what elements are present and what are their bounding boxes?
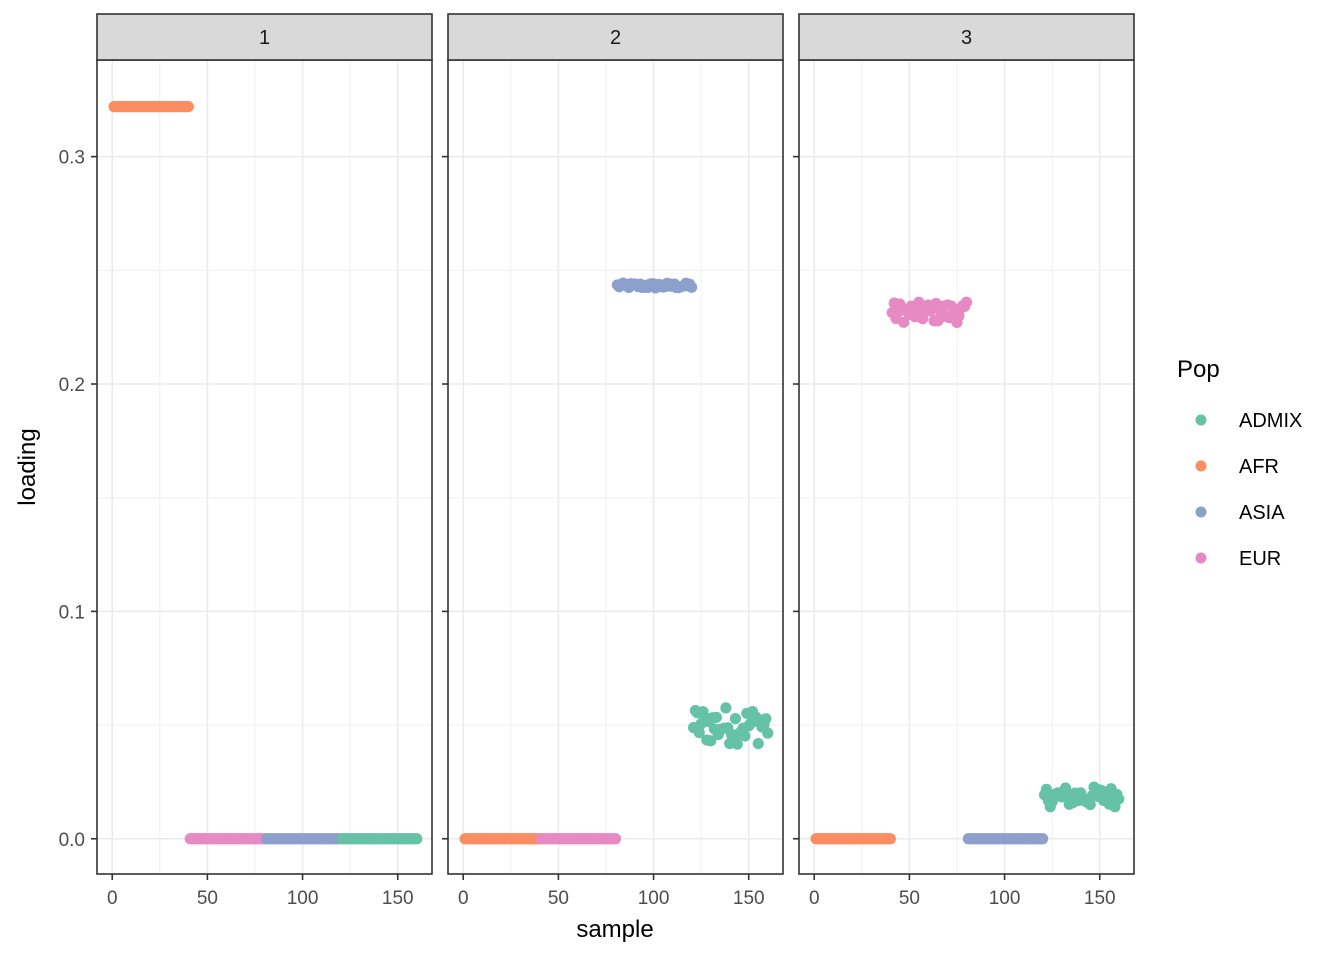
strip-background xyxy=(447,13,784,61)
facet-panel-3: 3 0 50 100 150 xyxy=(793,13,1135,909)
point-admix-130 xyxy=(705,735,717,747)
point-eur-80 xyxy=(960,296,973,308)
panel-background xyxy=(97,60,432,874)
x-tick-label: 50 xyxy=(899,888,920,909)
point-admix-124 xyxy=(693,726,705,739)
point-admix-144 xyxy=(731,738,743,750)
panel-background xyxy=(448,60,783,874)
points-panel-1 xyxy=(108,101,423,845)
y-tick-label: 0.1 xyxy=(59,602,85,623)
x-axis-title: sample xyxy=(576,916,653,943)
legend-title: Pop xyxy=(1177,356,1220,383)
point-admix-160 xyxy=(1113,793,1125,805)
y-tick-label: 0.3 xyxy=(59,148,85,169)
point-admix-148 xyxy=(739,730,751,742)
strip-label-1: 1 xyxy=(259,27,270,49)
legend-key-admix xyxy=(1195,414,1207,426)
legend-key-asia xyxy=(1195,506,1207,518)
point-admix-138 xyxy=(720,702,732,714)
point-admix-145 xyxy=(1084,798,1096,811)
point-asia-120 xyxy=(686,281,698,293)
x-tick-label: 0 xyxy=(809,888,820,909)
x-tick-label: 0 xyxy=(107,888,118,909)
x-tick-label: 0 xyxy=(458,888,469,909)
x-tick-label: 50 xyxy=(548,888,569,909)
point-afr-40 xyxy=(182,101,194,113)
panel-background xyxy=(799,60,1134,874)
legend-entry-asia: ASIA xyxy=(1195,502,1285,524)
legend-label-eur: EUR xyxy=(1239,548,1281,570)
legend-label-admix: ADMIX xyxy=(1239,410,1302,432)
y-tick-label: 0.2 xyxy=(59,375,85,396)
x-tick-label: 100 xyxy=(989,888,1021,909)
y-tick-label: 0.0 xyxy=(59,830,85,851)
point-asia-120 xyxy=(1037,833,1049,845)
x-tick-label: 100 xyxy=(638,888,670,909)
facet-panels: 1 0 50 100 150 2 0 50 100 150 3 0 50 100 150 xyxy=(91,13,1135,909)
x-tick-label: 100 xyxy=(287,888,319,909)
legend-label-asia: ASIA xyxy=(1239,502,1285,524)
point-admix-159 xyxy=(760,713,772,725)
strip-background xyxy=(798,13,1135,61)
point-eur-55 xyxy=(913,296,925,308)
legend-label-afr: AFR xyxy=(1239,456,1279,478)
x-tick-label: 150 xyxy=(733,888,765,909)
point-admix-143 xyxy=(729,713,742,725)
point-afr-40 xyxy=(884,833,896,845)
point-admix-122 xyxy=(1040,783,1053,795)
facet-panel-2: 2 0 50 100 150 xyxy=(442,13,784,909)
point-admix-155 xyxy=(752,737,764,750)
points-panel-2 xyxy=(459,277,774,845)
legend: Pop ADMIX AFR ASIA EUR xyxy=(1177,356,1302,570)
strip-label-3: 3 xyxy=(961,27,972,49)
point-eur-80 xyxy=(609,833,622,845)
facet-panel-1: 1 0 50 100 150 xyxy=(91,13,433,909)
point-admix-160 xyxy=(411,833,423,845)
point-admix-133 xyxy=(710,711,722,723)
y-axis-title: loading xyxy=(14,428,41,505)
legend-entry-afr: AFR xyxy=(1195,456,1279,478)
legend-entry-eur: EUR xyxy=(1195,548,1281,570)
x-tick-label: 150 xyxy=(1084,888,1116,909)
y-axis: 0.0 0.1 0.2 0.3 xyxy=(59,148,85,851)
x-tick-label: 50 xyxy=(197,888,218,909)
point-admix-160 xyxy=(762,727,774,739)
legend-key-afr xyxy=(1195,460,1207,472)
strip-label-2: 2 xyxy=(610,27,621,49)
strip-background xyxy=(96,13,433,61)
point-eur-47 xyxy=(898,316,910,328)
points-panel-3 xyxy=(810,296,1125,845)
legend-key-eur xyxy=(1195,552,1207,564)
legend-entry-admix: ADMIX xyxy=(1195,410,1302,432)
x-tick-label: 150 xyxy=(382,888,414,909)
